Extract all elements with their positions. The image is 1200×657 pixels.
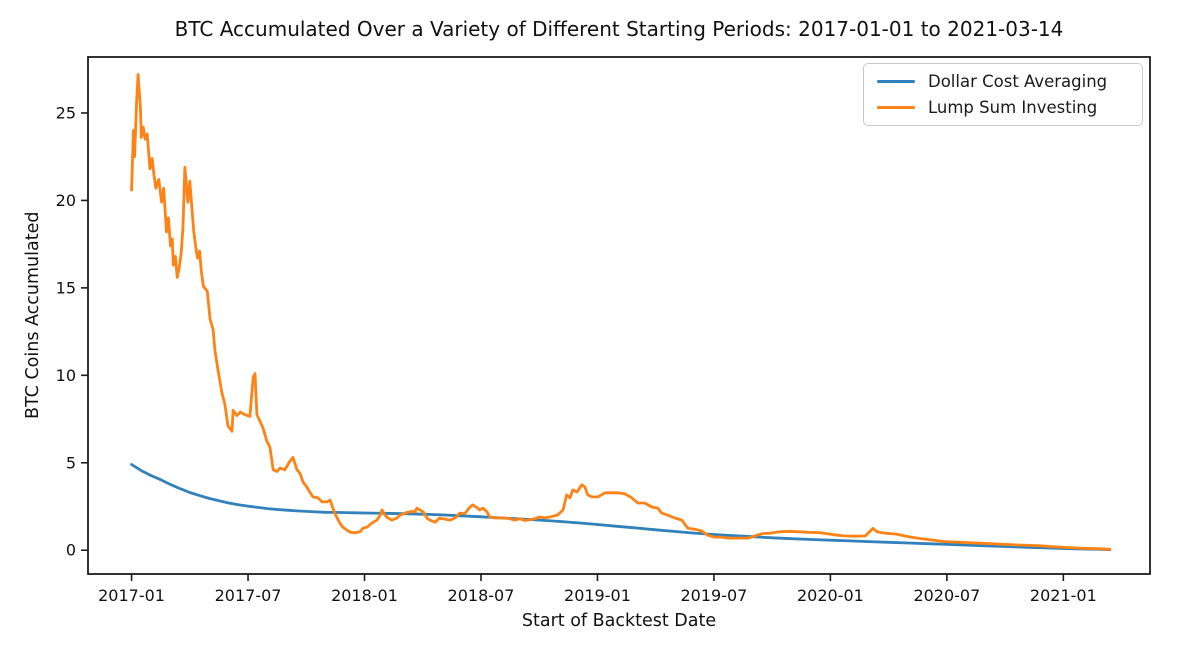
x-tick-label: 2017-01 (98, 586, 165, 605)
y-tick-label: 5 (66, 453, 76, 472)
x-tick-label: 2018-01 (331, 586, 398, 605)
dca-line (130, 463, 1112, 552)
x-tick-label: 2018-07 (448, 586, 515, 605)
x-tick-label: 2020-01 (797, 586, 864, 605)
y-tick-label: 20 (56, 191, 76, 210)
y-tick-label: 10 (56, 366, 76, 385)
x-tick-label: 2021-01 (1030, 586, 1097, 605)
lump-sum-line (130, 73, 1112, 551)
y-tick-label: 15 (56, 278, 76, 297)
chart-title: BTC Accumulated Over a Variety of Differ… (174, 17, 1064, 41)
y-axis-label: BTC Coins Accumulated (23, 211, 43, 420)
y-tick-label: 0 (66, 541, 76, 560)
x-tick-label: 2020-07 (913, 586, 980, 605)
x-tick-label: 2019-01 (564, 586, 631, 605)
x-axis-label: Start of Backtest Date (521, 611, 717, 631)
plot-border (87, 56, 1151, 575)
x-tick-label: 2019-07 (680, 586, 747, 605)
legend-label-lump-sum: Lump Sum Investing (928, 98, 1098, 117)
lump-sum-line-swatch (877, 105, 915, 110)
legend-item-dca: Dollar Cost Averaging (877, 72, 1129, 91)
legend-label-dca: Dollar Cost Averaging (928, 72, 1108, 91)
legend: Dollar Cost Averaging Lump Sum Investing (863, 63, 1143, 126)
legend-item-lump-sum: Lump Sum Investing (877, 98, 1129, 117)
y-tick-label: 25 (56, 103, 76, 122)
dca-line-swatch (877, 79, 915, 84)
x-tick-label: 2017-07 (215, 586, 282, 605)
